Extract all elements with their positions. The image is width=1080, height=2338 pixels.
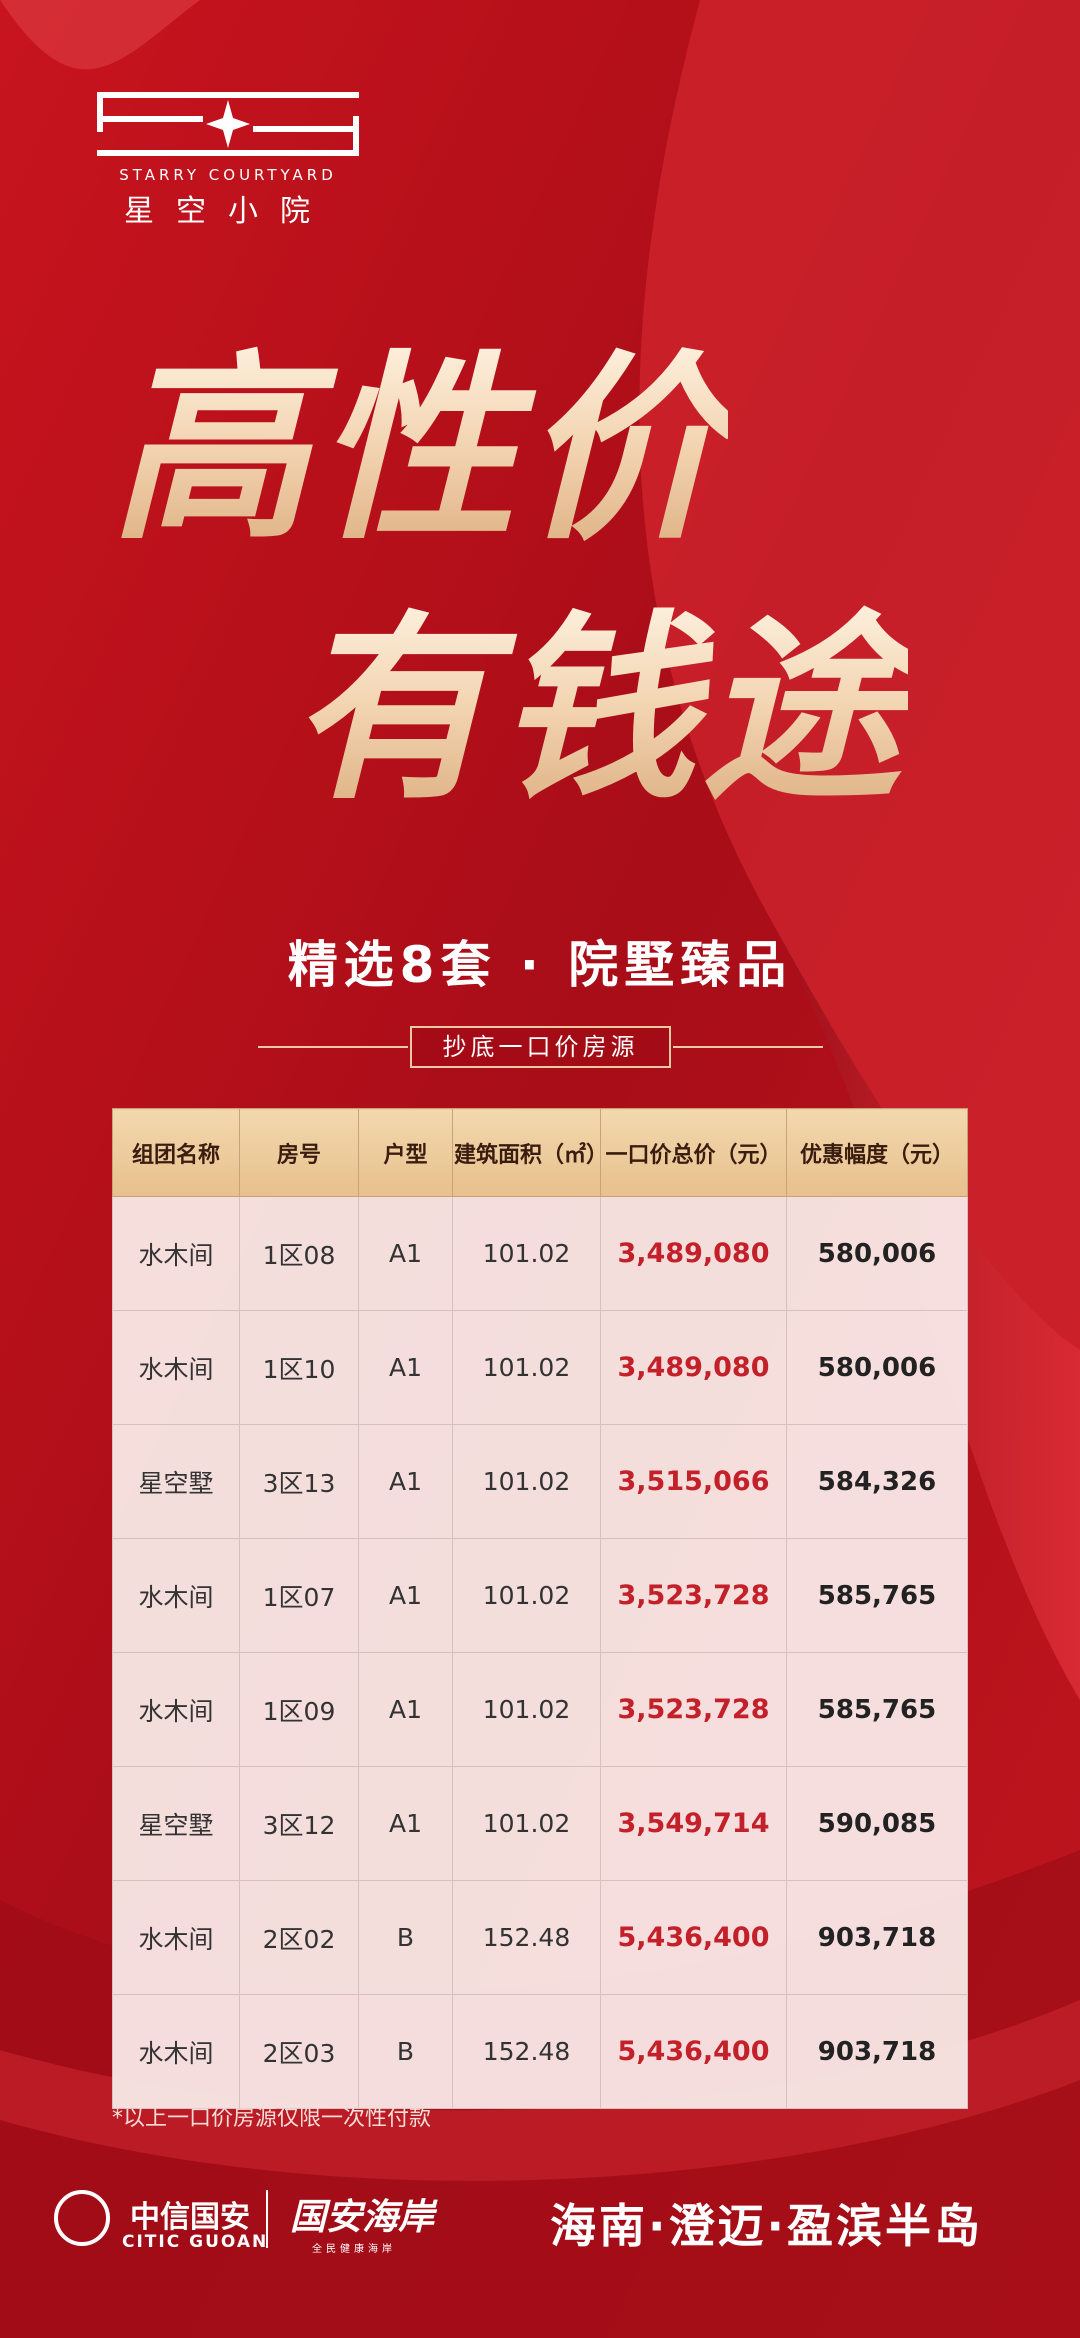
table-cell: A1 [358, 1310, 453, 1425]
table-cell: 水木间 [112, 1196, 240, 1311]
table-cell: 星空墅 [112, 1424, 240, 1539]
table-cell: B [358, 1994, 453, 2109]
table-cell: 580,006 [786, 1310, 968, 1425]
table-cell: 1区07 [239, 1538, 359, 1653]
table-cell: 3,523,728 [600, 1538, 787, 1653]
table-cell: A1 [358, 1538, 453, 1653]
headline: 高性价 [110, 320, 728, 580]
column-header: 房号 [239, 1108, 359, 1197]
column-header: 户型 [358, 1108, 453, 1197]
brand: 中信国安 [130, 2200, 250, 2235]
table-row: 水木间 1区09 A1 101.02 3,523,728 585,765 [112, 1652, 968, 1767]
column-header: 组团名称 [112, 1108, 240, 1197]
table-cell: A1 [358, 1652, 453, 1767]
headline: 有钱途 [290, 580, 908, 840]
table-row: 水木间 1区10 A1 101.02 3,489,080 580,006 [112, 1310, 968, 1425]
table-cell: 903,718 [786, 1994, 968, 2109]
table-cell: 3,489,080 [600, 1196, 787, 1311]
table-cell: 590,085 [786, 1766, 968, 1881]
table-cell: 3,489,080 [600, 1310, 787, 1425]
note: *以上一口价房源仅限一次性付款 [112, 2106, 432, 2131]
table-cell: A1 [358, 1766, 453, 1881]
table-cell: 5,436,400 [600, 1994, 787, 2109]
table-body: 水木间 1区08 A1 101.02 3,489,080 580,006 水木间 1区10 A1… [112, 1196, 968, 2109]
header-row: 组团名称 房号 户型 建筑面积（㎡） 一口价总价（元） 优惠幅度（元） [112, 1108, 968, 1197]
table-cell: 3,549,714 [600, 1766, 787, 1881]
rule [673, 1046, 823, 1048]
table-cell: 1区08 [239, 1196, 359, 1311]
table-cell: 101.02 [452, 1424, 601, 1539]
table-cell: 水木间 [112, 1880, 240, 1995]
column-header: 优惠幅度（元） [786, 1108, 968, 1197]
table-cell: 585,765 [786, 1538, 968, 1653]
table-cell: 星空墅 [112, 1766, 240, 1881]
table-cell: A1 [358, 1196, 453, 1311]
brand-en: CITIC GUOAN [122, 2232, 269, 2252]
table-cell: 3,523,728 [600, 1652, 787, 1767]
table-cell: 水木间 [112, 1538, 240, 1653]
table-cell: 水木间 [112, 1994, 240, 2109]
table-cell: 水木间 [112, 1652, 240, 1767]
region: 海南·澄迈·盈滨半岛 [550, 2199, 983, 2253]
subtitle: 精选8套 · 院墅臻品 [287, 936, 793, 994]
table-row: 水木间 2区02 B 152.48 5,436,400 903,718 [112, 1880, 968, 1995]
column-header: 建筑面积（㎡） [452, 1108, 608, 1197]
column-header: 一口价总价（元） [600, 1108, 787, 1197]
table-cell: 903,718 [786, 1880, 968, 1995]
table-cell: 580,006 [786, 1196, 968, 1311]
table-cell: 1区10 [239, 1310, 359, 1425]
partner: 国安海岸 [290, 2196, 435, 2238]
table-cell: 2区02 [239, 1880, 359, 1995]
table-cell: 101.02 [452, 1196, 601, 1311]
table-row: 水木间 2区03 B 152.48 5,436,400 903,718 [112, 1994, 968, 2109]
logo-en: STARRY COURTYARD [119, 166, 337, 184]
logo-cn: 星空小院 [124, 194, 332, 229]
table-row: 水木间 1区07 A1 101.02 3,523,728 585,765 [112, 1538, 968, 1653]
table-cell: 5,436,400 [600, 1880, 787, 1995]
table-row: 水木间 1区08 A1 101.02 3,489,080 580,006 [112, 1196, 968, 1311]
table-cell: 101.02 [452, 1652, 601, 1767]
table-cell: 1区09 [239, 1652, 359, 1767]
table-cell: 152.48 [452, 1880, 601, 1995]
table-cell: 2区03 [239, 1994, 359, 2109]
table-cell: 101.02 [452, 1310, 601, 1425]
table-row: 星空墅 3区13 A1 101.02 3,515,066 584,326 [112, 1424, 968, 1539]
table-cell: 3区13 [239, 1424, 359, 1539]
rule [258, 1046, 408, 1048]
table-cell: 3,515,066 [600, 1424, 787, 1539]
badge: 抄底一口价房源 [410, 1026, 671, 1068]
table-cell: 101.02 [452, 1538, 601, 1653]
partner-sub: 全民健康海岸 [312, 2244, 396, 2255]
table-cell: 101.02 [452, 1766, 601, 1881]
table-row: 星空墅 3区12 A1 101.02 3,549,714 590,085 [112, 1766, 968, 1881]
price-table: 组团名称 房号 户型 建筑面积（㎡） 一口价总价（元） 优惠幅度（元） 水木间 1区08 A1… [112, 1108, 968, 2109]
table-cell: 水木间 [112, 1310, 240, 1425]
table-cell: 152.48 [452, 1994, 601, 2109]
table-cell: 585,765 [786, 1652, 968, 1767]
table-cell: 3区12 [239, 1766, 359, 1881]
table-cell: 584,326 [786, 1424, 968, 1539]
table-cell: B [358, 1880, 453, 1995]
table-cell: A1 [358, 1424, 453, 1539]
